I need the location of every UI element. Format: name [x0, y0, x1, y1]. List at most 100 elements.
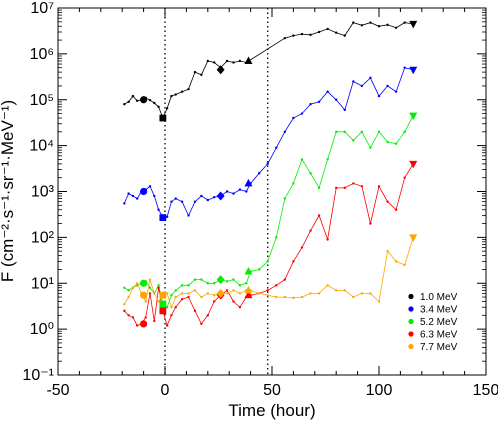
y-tick-label: 10³ [31, 184, 55, 201]
data-point [193, 309, 197, 313]
data-point [283, 278, 287, 281]
data-point [187, 214, 190, 217]
data-point [369, 222, 372, 225]
data-point [206, 292, 209, 295]
marker-circle [140, 96, 148, 104]
data-point [213, 61, 216, 64]
data-point [283, 295, 287, 299]
data-point [144, 300, 147, 303]
data-point [174, 197, 177, 200]
data-point [123, 309, 126, 313]
x-tick-label: 50 [263, 382, 281, 399]
data-point [174, 295, 177, 299]
data-point [275, 146, 278, 149]
marker-diamond [216, 275, 225, 285]
data-point [135, 99, 139, 102]
data-point [300, 158, 304, 161]
data-point [135, 197, 139, 200]
data-point [266, 293, 269, 297]
data-point [326, 27, 329, 31]
data-point [187, 284, 190, 287]
data-point [369, 292, 372, 295]
data-point [180, 297, 184, 301]
data-point [266, 289, 269, 292]
data-point [148, 185, 152, 188]
data-point [257, 292, 261, 295]
data-point [309, 102, 312, 106]
data-point [232, 61, 235, 64]
marker-circle [140, 320, 148, 328]
data-point [127, 314, 130, 317]
data-point [127, 289, 130, 292]
data-point [300, 32, 304, 36]
legend-label: 1.0 MeV [420, 292, 458, 303]
x-tick-label: 100 [366, 382, 393, 399]
data-point [165, 215, 169, 219]
data-point [174, 289, 177, 292]
data-point [200, 194, 203, 198]
data-point [377, 300, 381, 303]
data-point [225, 59, 229, 63]
data-point [245, 282, 248, 285]
y-tick-label: 10⁰ [30, 321, 54, 338]
data-point [170, 314, 173, 317]
data-point [394, 142, 398, 145]
data-point [403, 66, 406, 69]
y-tick-label: 10⁴ [29, 138, 54, 155]
series-line [124, 22, 414, 120]
data-point [326, 158, 329, 161]
data-point [193, 70, 197, 74]
data-point [386, 200, 389, 203]
data-point [386, 84, 389, 88]
data-point [275, 236, 278, 239]
data-point [213, 300, 216, 303]
data-point [131, 94, 135, 98]
y-tick-label: 10⁵ [30, 92, 54, 109]
data-point [317, 186, 321, 190]
data-point [206, 59, 209, 63]
data-point [238, 188, 242, 191]
x-axis-title: Time (hour) [228, 401, 315, 420]
series-line [124, 115, 414, 308]
data-point [206, 282, 209, 285]
data-point [153, 101, 156, 105]
data-point [123, 202, 126, 205]
data-point [352, 139, 355, 142]
marker-triangle-down [409, 66, 418, 75]
data-point [213, 293, 216, 297]
data-point [225, 289, 229, 292]
data-point [377, 130, 381, 134]
data-point [148, 98, 152, 102]
data-point [335, 98, 338, 101]
data-point [174, 306, 177, 309]
x-tick-label: 150 [473, 382, 498, 399]
data-point [200, 278, 203, 281]
data-point [283, 130, 287, 134]
data-point [180, 200, 184, 203]
data-point [180, 90, 184, 93]
data-point [292, 182, 295, 185]
data-point [317, 30, 321, 34]
data-point [266, 162, 269, 166]
data-point [360, 130, 364, 134]
data-point [343, 130, 346, 134]
marker-square [159, 214, 167, 221]
data-point [187, 295, 190, 299]
data-point [225, 190, 229, 193]
data-point [148, 278, 152, 281]
data-point [343, 186, 346, 190]
data-point [123, 302, 126, 306]
data-point [386, 140, 389, 144]
data-point [135, 324, 139, 327]
marker-triangle-up [244, 56, 253, 64]
data-point [352, 182, 355, 185]
data-point [200, 295, 203, 299]
data-point [360, 185, 364, 188]
marker-diamond [216, 191, 225, 201]
data-point [187, 87, 190, 91]
data-point [394, 90, 398, 93]
data-point [377, 185, 381, 188]
data-point [213, 196, 216, 199]
